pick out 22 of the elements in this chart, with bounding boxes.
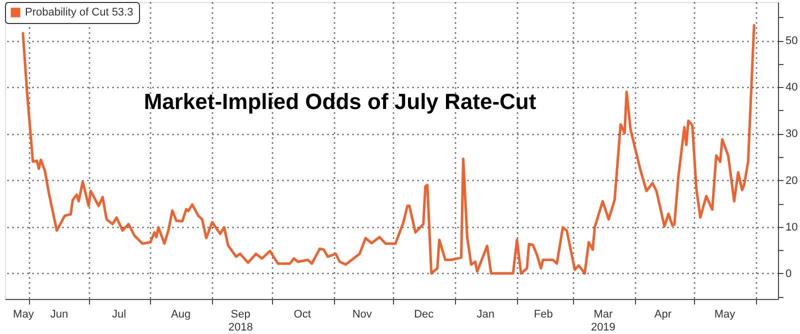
y-tick-label: 30	[786, 128, 798, 140]
line-series	[22, 24, 756, 275]
y-tick-label: 0	[786, 268, 792, 280]
y-tick-label: 20	[786, 174, 798, 187]
x-tick-label: Apr	[654, 308, 672, 320]
x-tick-label: Mar 2019	[590, 308, 616, 334]
x-tick-label: Aug	[171, 308, 191, 320]
legend-label: Probability of Cut 53.3	[25, 6, 134, 18]
x-tick-label: Sep 2018	[228, 308, 253, 334]
y-tick-label: 10	[786, 221, 798, 234]
x-tick-label: Dec	[414, 308, 434, 320]
x-tick-label: Nov	[352, 308, 372, 320]
text: Market-Implied Odds of July Rate-Cut	[144, 89, 537, 114]
x-tick-label: Feb	[534, 308, 553, 320]
x-tick-label: May	[714, 308, 736, 320]
x-tick-label: May	[13, 308, 34, 320]
y-tick-label: 40	[786, 82, 798, 94]
x-tick-label: Jun	[50, 308, 68, 320]
x-tick-label: Oct	[294, 308, 311, 320]
x-tick-label: Jul	[112, 308, 126, 320]
y-tick-label: 50	[786, 35, 798, 48]
x-tick-label: Jan	[476, 308, 495, 320]
